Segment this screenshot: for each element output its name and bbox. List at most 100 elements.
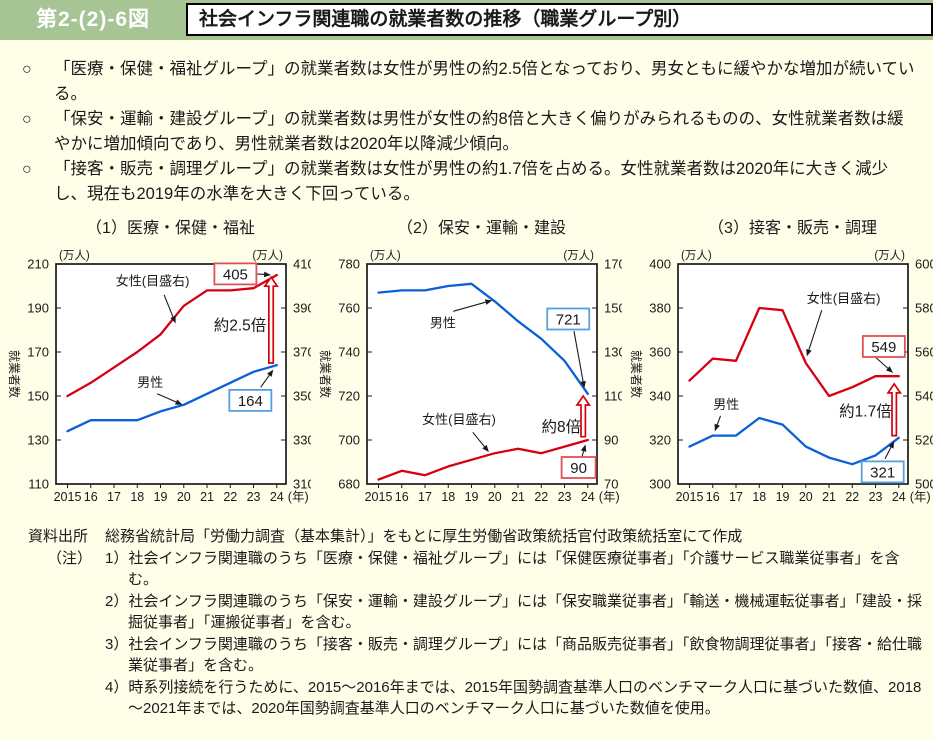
note-marker: 1） [105, 549, 129, 567]
annotation-arrow-line [884, 447, 892, 459]
note-marker: 3） [105, 635, 129, 653]
y-tick-label-right: 600 [915, 257, 933, 272]
note-text: 時系列接続を行うために、2015～2016年までは、2015年国勢調査基準人口の… [128, 678, 922, 718]
y-tick-label-right: 150 [604, 301, 622, 316]
y-axis-title: 就業者数 [629, 350, 644, 398]
y-tick-label-left: 150 [27, 389, 49, 404]
annotation-arrow-line [156, 393, 177, 403]
y-tick-label-left: 170 [27, 345, 49, 360]
line-chart-canvas: 110 130 150 170 190 210 310 330 350 370 390 410 2015… [7, 249, 311, 504]
series-line-female [688, 306, 900, 398]
ratio-label: 約1.7倍 [839, 402, 892, 420]
series-label: 女性(目盛右) [422, 412, 496, 427]
annotation-arrow-line [453, 301, 486, 312]
annotation-arrow-line [875, 357, 889, 369]
annotation-arrowhead [888, 441, 895, 449]
series-line-male [688, 416, 900, 466]
series-label: 男性 [430, 315, 456, 330]
value-box-label: 549 [871, 339, 896, 356]
annotation-arrowhead [482, 444, 489, 453]
value-box-label: 321 [870, 464, 895, 481]
y-tick-label-right: 500 [915, 477, 933, 492]
figure-number-label: 第2-(2)-6図 [35, 8, 150, 31]
x-tick-label: 20 [177, 490, 191, 504]
unit-label-right: (万人) [874, 249, 905, 262]
note-item: 2）社会インフラ関連職のうち「保安・運輸・建設グループ」には「保安職業従事者」「… [105, 591, 923, 634]
bullet-item: ○ 「保安・運輸・建設グループ」の就業者数は男性が女性の約8倍と大きく偏りがみら… [20, 107, 915, 156]
annotation-arrowhead [580, 444, 587, 452]
unit-label-left: (万人) [59, 249, 90, 262]
bullet-text: 「保安・運輸・建設グループ」の就業者数は男性が女性の約8倍と大きく偏りがみられる… [54, 110, 904, 153]
notes-list: 1）社会インフラ関連職のうち「医療・保健・福祉グループ」には「保健医療従事者」「… [105, 548, 923, 720]
annotation-arrowhead [806, 348, 812, 357]
y-tick-label-left: 760 [338, 301, 360, 316]
y-tick-label-right: 70 [604, 477, 618, 492]
page-title: 社会インフラ関連職の就業者数の推移（職業グループ別） [186, 3, 933, 36]
y-tick-label-right: 90 [604, 433, 618, 448]
y-tick-label-right: 330 [293, 433, 311, 448]
y-tick-label-left: 300 [649, 477, 671, 492]
annotation-arrowhead [266, 369, 274, 377]
circle-bullet-icon: ○ [22, 111, 32, 128]
x-tick-label: 2015 [676, 490, 704, 504]
x-tick-label: 24 [270, 490, 284, 504]
y-tick-label-right: 350 [293, 389, 311, 404]
notes-row: （注） 1）社会インフラ関連職のうち「医療・保健・福祉グループ」には「保健医療従… [28, 548, 923, 720]
y-tick-label-right: 170 [604, 257, 622, 272]
ratio-arrow [886, 382, 903, 437]
value-box-label: 90 [570, 460, 587, 477]
note-marker: 2） [105, 592, 129, 610]
unit-label-right: (万人) [252, 249, 283, 262]
source-and-notes: 資料出所 総務省統計局「労働力調査（基本集計）」をもとに厚生労働省政策統括官付政… [28, 526, 923, 720]
annotation-arrow-line [163, 294, 174, 318]
chart-security-transport-construction: （2）保安・運輸・建設 680 700 720 740 760 780 70 90 110 130… [311, 216, 622, 512]
x-tick-label: 22 [845, 490, 859, 504]
x-tick-label: 19 [154, 490, 168, 504]
x-tick-label: 16 [395, 490, 409, 504]
x-tick-label: 21 [511, 490, 525, 504]
y-tick-label-right: 580 [915, 301, 933, 316]
x-tick-label: 2015 [365, 490, 393, 504]
annotation-arrow-line [257, 273, 265, 275]
value-box-blue [860, 460, 905, 484]
y-tick-label-left: 680 [338, 477, 360, 492]
bullet-text: 「医療・保健・福祉グループ」の就業者数は女性が男性の約2.5倍となっており、男女… [54, 60, 915, 103]
plot-area [677, 263, 909, 485]
value-box-red [560, 456, 597, 479]
annotation-arrow-line [573, 331, 584, 382]
y-axis-title: 就業者数 [318, 350, 333, 398]
source-row: 資料出所 総務省統計局「労働力調査（基本集計）」をもとに厚生労働省政策統括官付政… [28, 526, 923, 548]
ratio-arrow [263, 275, 279, 364]
charts-row: （1）医療・保健・福祉 110 130 150 170 190 210 310 330 350 3… [0, 216, 933, 512]
series-line-female [377, 438, 589, 481]
x-tick-label: 19 [465, 490, 479, 504]
plot-area [366, 263, 598, 485]
bullet-text: 「接客・販売・調理グループ」の就業者数は女性が男性の約1.7倍を占める。女性就業… [54, 160, 889, 203]
summary-bullets: ○ 「医療・保健・福祉グループ」の就業者数は女性が男性の約2.5倍となっており、… [0, 40, 933, 206]
x-tick-label: 23 [558, 490, 572, 504]
x-tick-label: 23 [869, 490, 883, 504]
y-tick-label-right: 520 [915, 433, 933, 448]
note-item: 1）社会インフラ関連職のうち「医療・保健・福祉グループ」には「保健医療従事者」「… [105, 548, 923, 591]
notes-label: （注） [47, 549, 93, 567]
unit-label-left: (万人) [370, 249, 401, 262]
x-tick-label: 17 [107, 490, 121, 504]
chart-title: （1）医療・保健・福祉 [86, 220, 255, 237]
x-tick-label: 17 [418, 490, 432, 504]
note-item: 4）時系列接続を行うために、2015～2016年までは、2015年国勢調査基準人… [105, 677, 923, 720]
annotation-arrowhead [714, 423, 720, 432]
y-tick-label-left: 360 [649, 345, 671, 360]
note-text: 社会インフラ関連職のうち「医療・保健・福祉グループ」には「保健医療従事者」「介護… [128, 549, 900, 589]
x-tick-label: 22 [534, 490, 548, 504]
annotation-arrow-line [716, 415, 722, 425]
value-box-red [213, 262, 258, 286]
annotation-arrowhead [484, 299, 493, 305]
x-tick-label: 24 [892, 490, 906, 504]
x-tick-label: 19 [776, 490, 790, 504]
y-tick-label-right: 110 [604, 389, 622, 404]
y-tick-label-left: 400 [649, 257, 671, 272]
annotation-arrow-line [472, 431, 485, 448]
x-axis-unit: (年) [599, 490, 620, 504]
unit-label-left: (万人) [681, 249, 712, 262]
chart-medical-health-welfare: （1）医療・保健・福祉 110 130 150 170 190 210 310 330 350 3… [0, 216, 311, 512]
